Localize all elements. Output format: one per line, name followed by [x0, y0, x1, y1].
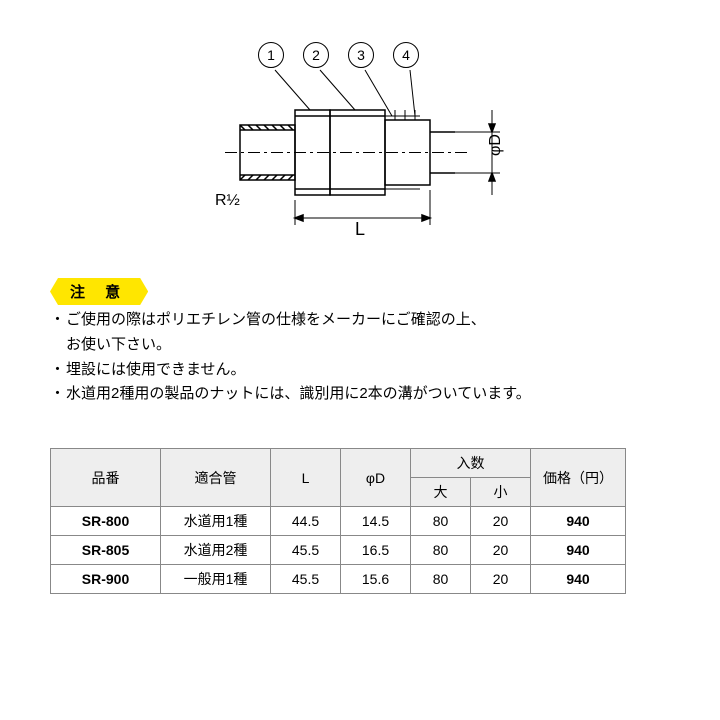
cell-d: 14.5 [341, 507, 411, 536]
cell-d: 16.5 [341, 536, 411, 565]
cell-l: 45.5 [271, 565, 341, 594]
fitting-drawing: L φD R½ [200, 40, 530, 250]
cell-pipe: 一般用1種 [161, 565, 271, 594]
callout-3: 3 [348, 42, 374, 68]
caution-item: ご使用の際はポリエチレン管の仕様をメーカーにご確認の上、 お使い下さい。 [50, 308, 531, 358]
cell-part-no: SR-900 [51, 565, 161, 594]
cell-price: 940 [531, 565, 626, 594]
header-l: L [271, 449, 341, 507]
technical-diagram: L φD R½ 1 2 3 4 [200, 40, 530, 250]
header-d: φD [341, 449, 411, 507]
header-part-no: 品番 [51, 449, 161, 507]
cell-qty-large: 80 [411, 507, 471, 536]
callout-2: 2 [303, 42, 329, 68]
cell-l: 45.5 [271, 536, 341, 565]
cell-pipe: 水道用1種 [161, 507, 271, 536]
header-price: 価格（円） [531, 449, 626, 507]
length-label: L [355, 219, 365, 239]
caution-badge: 注 意 [50, 278, 148, 305]
cell-qty-small: 20 [471, 507, 531, 536]
cell-price: 940 [531, 536, 626, 565]
cell-part-no: SR-805 [51, 536, 161, 565]
caution-item: 水道用2種用の製品のナットには、識別用に2本の溝がついています。 [50, 382, 531, 407]
callout-4: 4 [393, 42, 419, 68]
header-pipe: 適合管 [161, 449, 271, 507]
diameter-label: φD [487, 134, 504, 156]
cell-l: 44.5 [271, 507, 341, 536]
cell-part-no: SR-800 [51, 507, 161, 536]
caution-notes: ご使用の際はポリエチレン管の仕様をメーカーにご確認の上、 お使い下さい。 埋設に… [50, 308, 531, 407]
cell-d: 15.6 [341, 565, 411, 594]
table-row: SR-900 一般用1種 45.5 15.6 80 20 940 [51, 565, 626, 594]
cell-qty-small: 20 [471, 565, 531, 594]
thread-label: R½ [215, 192, 240, 209]
caution-item: 埋設には使用できません。 [50, 358, 531, 383]
callout-1: 1 [258, 42, 284, 68]
spec-table: 品番 適合管 L φD 入数 価格（円） 大 小 SR-800 水道用1種 44… [50, 448, 626, 594]
cell-price: 940 [531, 507, 626, 536]
cell-qty-small: 20 [471, 536, 531, 565]
cell-qty-large: 80 [411, 536, 471, 565]
table-row: SR-800 水道用1種 44.5 14.5 80 20 940 [51, 507, 626, 536]
header-qty: 入数 [411, 449, 531, 478]
cell-qty-large: 80 [411, 565, 471, 594]
header-qty-small: 小 [471, 478, 531, 507]
header-qty-large: 大 [411, 478, 471, 507]
table-row: SR-805 水道用2種 45.5 16.5 80 20 940 [51, 536, 626, 565]
cell-pipe: 水道用2種 [161, 536, 271, 565]
